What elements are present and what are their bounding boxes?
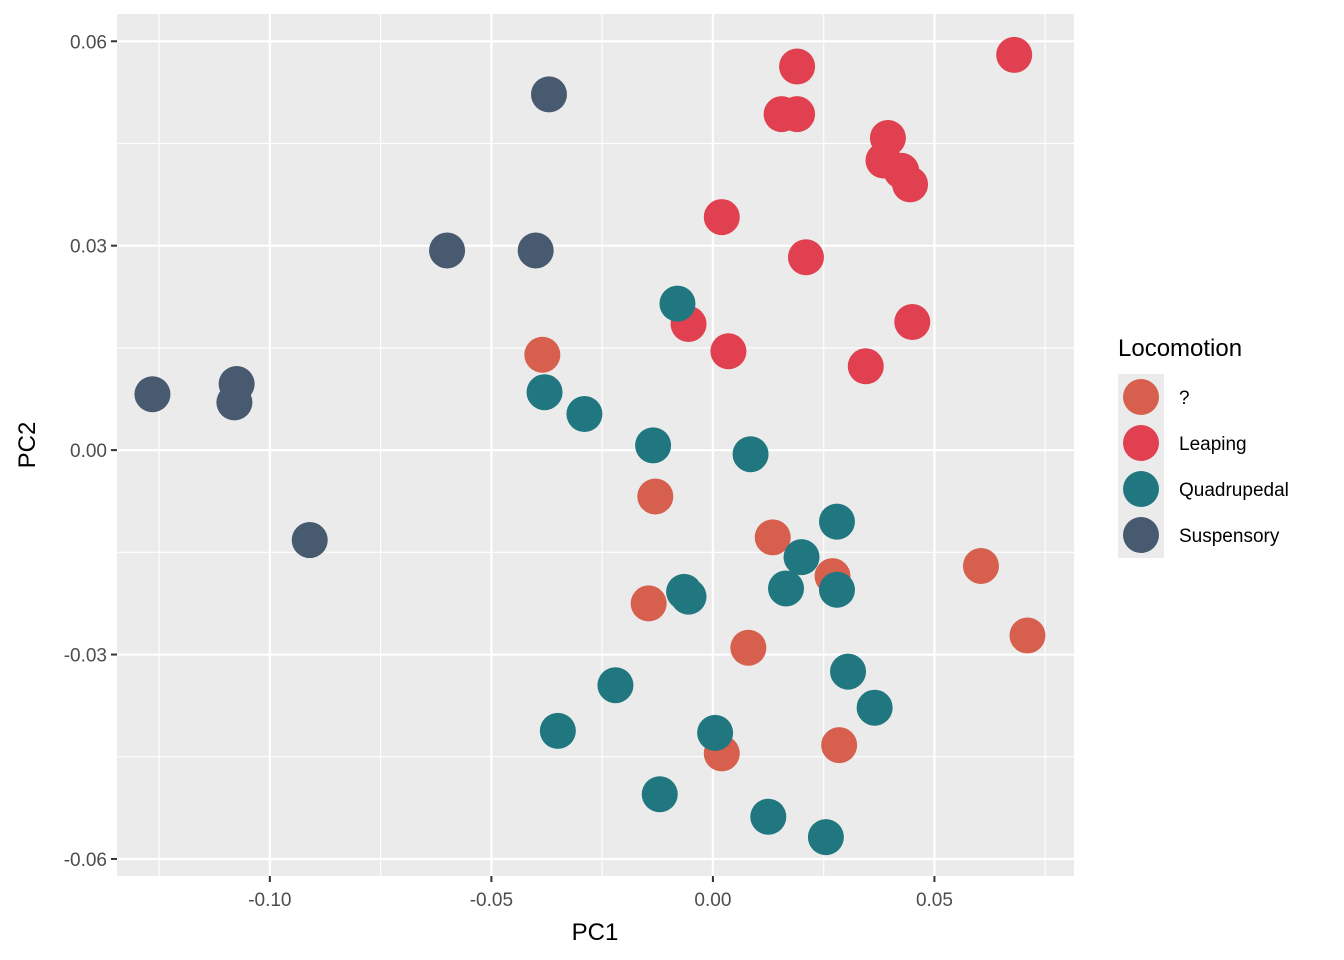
data-point-leaping bbox=[710, 333, 747, 370]
data-point-unknown bbox=[1009, 617, 1046, 654]
x-tick-label: 0.05 bbox=[916, 890, 953, 911]
y-axis: -0.06 -0.03 0.00 0.03 0.06 bbox=[64, 32, 117, 871]
legend-label-quadrupedal: Quadrupedal bbox=[1179, 480, 1289, 501]
data-point-quadrupedal bbox=[659, 285, 696, 322]
legend-key-suspensory bbox=[1123, 517, 1159, 553]
data-point-quadrupedal bbox=[539, 712, 576, 749]
data-point-leaping bbox=[847, 348, 884, 385]
data-point-unknown bbox=[637, 478, 674, 515]
data-point-suspensory bbox=[429, 232, 466, 269]
data-point-quadrupedal bbox=[818, 571, 855, 608]
y-tick-label: 0.03 bbox=[70, 237, 107, 258]
data-point-quadrupedal bbox=[783, 539, 820, 576]
data-point-unknown bbox=[630, 585, 667, 622]
x-tick-label: 0.00 bbox=[694, 890, 731, 911]
data-point-quadrupedal bbox=[641, 776, 678, 813]
data-point-quadrupedal bbox=[526, 374, 563, 411]
y-tick-label: 0.00 bbox=[70, 441, 107, 462]
minor-gridlines bbox=[117, 14, 1074, 876]
data-point-quadrupedal bbox=[768, 570, 805, 607]
x-tick-label: -0.05 bbox=[470, 890, 513, 911]
data-point-suspensory bbox=[530, 76, 567, 113]
data-point-quadrupedal bbox=[597, 667, 634, 704]
data-point-quadrupedal bbox=[750, 798, 787, 835]
data-point-suspensory bbox=[291, 522, 328, 559]
data-point-quadrupedal bbox=[566, 395, 603, 432]
data-point-leaping bbox=[787, 239, 824, 276]
data-points bbox=[134, 36, 1046, 856]
data-point-unknown bbox=[962, 547, 999, 584]
y-tick-label: 0.06 bbox=[70, 32, 107, 53]
data-point-leaping bbox=[996, 36, 1033, 73]
data-point-leaping bbox=[894, 304, 931, 341]
y-axis-title: PC2 bbox=[14, 422, 41, 469]
legend-title: Locomotion bbox=[1118, 335, 1242, 362]
data-point-quadrupedal bbox=[732, 436, 769, 473]
legend-label-suspensory: Suspensory bbox=[1179, 526, 1280, 547]
data-point-suspensory bbox=[517, 232, 554, 269]
data-point-quadrupedal bbox=[670, 578, 707, 615]
data-point-unknown bbox=[524, 336, 561, 373]
x-axis-title: PC1 bbox=[572, 919, 619, 946]
y-tick-label: -0.03 bbox=[64, 646, 107, 667]
data-point-leaping bbox=[892, 166, 929, 203]
legend-key-leaping bbox=[1123, 425, 1159, 461]
legend-label-leaping: Leaping bbox=[1179, 434, 1247, 455]
data-point-quadrupedal bbox=[830, 653, 867, 690]
data-point-leaping bbox=[779, 96, 816, 133]
data-point-leaping bbox=[703, 199, 740, 236]
data-point-suspensory bbox=[216, 384, 253, 421]
legend-label-unknown: ? bbox=[1179, 388, 1190, 409]
data-point-quadrupedal bbox=[697, 714, 734, 751]
data-point-unknown bbox=[821, 727, 858, 764]
data-point-leaping bbox=[779, 48, 816, 85]
data-point-quadrupedal bbox=[807, 819, 844, 856]
data-point-quadrupedal bbox=[635, 427, 672, 464]
data-point-quadrupedal bbox=[818, 503, 855, 540]
legend-key-quadrupedal bbox=[1123, 471, 1159, 507]
y-tick-label: -0.06 bbox=[64, 850, 107, 871]
major-gridlines bbox=[117, 14, 1074, 876]
data-point-unknown bbox=[730, 629, 767, 666]
x-tick-label: -0.10 bbox=[248, 890, 291, 911]
data-point-suspensory bbox=[134, 376, 171, 413]
x-axis: -0.10 -0.05 0.00 0.05 bbox=[248, 876, 953, 911]
legend: Locomotion ? Leaping Quadrupedal Suspensory bbox=[1118, 335, 1289, 558]
data-point-unknown bbox=[754, 519, 791, 556]
data-point-quadrupedal bbox=[856, 689, 893, 726]
plot-panel bbox=[117, 14, 1074, 876]
legend-key-unknown bbox=[1123, 379, 1159, 415]
